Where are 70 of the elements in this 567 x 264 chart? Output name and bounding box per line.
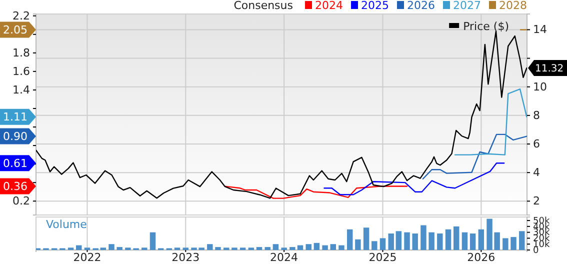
line-series xyxy=(422,134,527,180)
y-tick-label: 1.4 xyxy=(12,83,30,96)
y-tick-label: 1.8 xyxy=(12,46,30,60)
legend-label: 2027 xyxy=(453,0,481,12)
bar xyxy=(519,231,525,250)
bar xyxy=(396,231,402,250)
line-series xyxy=(224,186,408,199)
y2-tick-label: 14 xyxy=(533,23,547,36)
bar xyxy=(215,247,221,250)
bar xyxy=(314,242,320,250)
legend-label: 2025 xyxy=(361,0,389,12)
bar xyxy=(462,232,468,250)
bar xyxy=(437,234,443,250)
bar xyxy=(388,234,394,250)
legend-label: 2024 xyxy=(315,0,343,12)
bar xyxy=(76,245,82,250)
bar xyxy=(404,232,410,250)
y2-tick-label: 4 xyxy=(533,166,540,180)
bar xyxy=(502,238,508,250)
x-tick-label: 2022 xyxy=(73,250,102,264)
y2-tick-label: 8 xyxy=(533,108,540,122)
bar xyxy=(322,245,328,250)
bar xyxy=(428,232,434,250)
x-tick-label: 2026 xyxy=(467,250,496,264)
bar xyxy=(445,229,452,250)
legend-label: 2026 xyxy=(407,0,435,12)
line-series xyxy=(324,162,505,196)
bar xyxy=(108,244,114,250)
line-series xyxy=(454,88,527,156)
bar xyxy=(256,247,262,250)
y-tick-label: 1.6 xyxy=(12,64,30,78)
y-tick-label: 2.2 xyxy=(12,9,30,22)
bar xyxy=(264,247,270,250)
bar xyxy=(510,237,516,250)
text: 0.61 xyxy=(3,156,28,170)
bar xyxy=(207,244,213,250)
bar xyxy=(346,229,353,250)
text: 2.05 xyxy=(3,24,28,37)
bar xyxy=(372,241,378,250)
bar xyxy=(355,239,361,250)
bar xyxy=(363,228,370,250)
bar xyxy=(272,244,279,250)
bar xyxy=(290,247,296,250)
text: 0.90 xyxy=(3,130,28,144)
bar xyxy=(380,238,386,250)
chart-title: Volume xyxy=(46,218,88,231)
bar xyxy=(412,234,418,250)
data-label: 11.32 xyxy=(535,64,564,74)
y2-tick-label: 6 xyxy=(533,138,540,151)
legend-label: 2028 xyxy=(499,0,527,12)
x-tick-label: 2023 xyxy=(172,250,200,264)
x-tick-label: 2024 xyxy=(270,250,298,264)
y2-tick-label: 2 xyxy=(533,194,540,208)
bar xyxy=(306,244,312,250)
legend-label: Price ($) xyxy=(463,20,509,33)
text: 1.11 xyxy=(3,110,28,124)
bar xyxy=(420,225,426,250)
bar xyxy=(453,226,460,250)
x-tick-label: 2025 xyxy=(368,250,397,264)
bar xyxy=(470,234,476,250)
bar xyxy=(297,245,304,250)
bar xyxy=(150,232,156,250)
bar xyxy=(338,245,344,250)
text: 0.36 xyxy=(3,180,28,194)
bar xyxy=(116,247,122,250)
legend-title: Consensus xyxy=(234,0,294,12)
y-tick-label: 0.2 xyxy=(12,194,30,208)
bar xyxy=(478,229,484,250)
y2-tick-label: 10 xyxy=(533,80,547,94)
bar xyxy=(330,244,336,250)
